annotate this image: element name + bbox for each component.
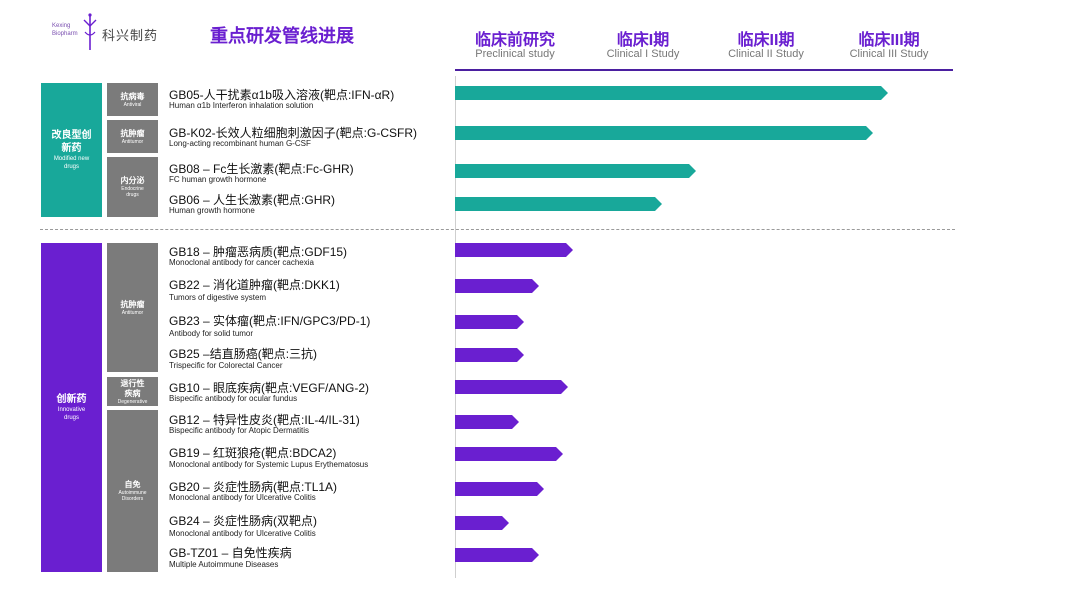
pipeline-title-gb24: GB24 – 炎症性肠病(双靶点) <box>169 514 318 528</box>
subcategory-endocrine: 内分泌 Endocrine drugs <box>107 157 158 217</box>
pipeline-subtitle-gb24: Monoclonal antibody for Ulcerative Colit… <box>169 529 316 538</box>
subcategory-label-cn: 抗肿瘤 <box>120 299 145 309</box>
pipeline-bar-gb19 <box>455 447 563 461</box>
pipeline-subtitle-gb18: Monoclonal antibody for cancer cachexia <box>169 258 314 267</box>
subcategory-label-cn: 抗病毒 <box>120 91 145 101</box>
pipeline-subtitle-gb23: Antibody for solid tumor <box>169 329 254 338</box>
page-title: 重点研发管线进展 <box>210 26 354 46</box>
subcategory-label-en: Endocrine drugs <box>121 186 144 198</box>
pipeline-subtitle-gb10: Bispecific antibody for ocular fundus <box>169 394 298 403</box>
group-label-en: Modified new drugs <box>53 156 90 170</box>
subcategory-antiviral: 抗病毒 Antiviral <box>107 83 158 116</box>
pipeline-bar-gb10 <box>455 380 568 394</box>
pipeline-subtitle-gb05: Human α1b Interferon inhalation solution <box>169 101 314 110</box>
pipeline-title-gb10: GB10 – 眼底疾病(靶点:VEGF/ANG-2) <box>169 381 370 395</box>
pipeline-bar-gb05 <box>455 86 888 100</box>
section-divider <box>40 229 955 230</box>
header-rule <box>455 69 953 71</box>
pipeline-title-gb20: GB20 – 炎症性肠病(靶点:TL1A) <box>169 480 338 494</box>
pipeline-subtitle-gbtz01: Multiple Autoimmune Diseases <box>169 560 279 569</box>
pipeline-title-gb25: GB25 –结直肠癌(靶点:三抗) <box>169 347 318 361</box>
pipeline-subtitle-gb08: FC human growth hormone <box>169 175 267 184</box>
phase-sub-preclinical: Preclinical study <box>475 48 555 60</box>
subcategory-autoimmune: 自免 Autoimmune Disorders <box>107 410 158 572</box>
pipeline-bar-gb18 <box>455 243 573 257</box>
pipeline-title-gb18: GB18 – 肿瘤恶病质(靶点:GDF15) <box>169 245 348 259</box>
phase-sub-clinical-1: Clinical I Study <box>606 48 680 60</box>
pipeline-bar-gbk02 <box>455 126 873 140</box>
subcategory-degenerative: 退行性疾病 Degenerative <box>107 377 158 406</box>
phase-sub-clinical-2: Clinical II Study <box>728 48 804 60</box>
logo-english: Kexing Biopharm <box>52 22 78 38</box>
pipeline-bar-gb08 <box>455 164 696 178</box>
company-logo: Kexing Biopharm 科兴制药 <box>52 12 172 52</box>
subcategory-label-cn: 自免 <box>124 480 141 489</box>
pipeline-title-gb23: GB23 – 实体瘤(靶点:IFN/GPC3/PD-1) <box>169 314 371 328</box>
pipeline-title-gb08: GB08 – Fc生长激素(靶点:Fc-GHR) <box>169 162 354 176</box>
subcategory-label-cn: 退行性疾病 <box>120 378 145 398</box>
subcategory-label-en: Antiviral <box>123 101 142 108</box>
logo-mark-icon <box>83 13 97 50</box>
pipeline-subtitle-gb06: Human growth hormone <box>169 206 255 215</box>
phase-header-clinical-2: 临床II期 <box>737 32 795 49</box>
pipeline-title-gb19: GB19 – 红斑狼疮(靶点:BDCA2) <box>169 446 337 460</box>
group-label-en: Innovative drugs <box>57 407 86 421</box>
phase-sub-clinical-3: Clinical III Study <box>849 48 929 60</box>
group-label-cn: 创新药 <box>56 394 87 405</box>
group-label-cn: 改良型创新药 <box>51 130 92 154</box>
subcategory-label-en: Degenerative <box>117 398 148 405</box>
pipeline-title-gbtz01: GB-TZ01 – 自免性疾病 <box>169 546 292 560</box>
pipeline-bar-gb12 <box>455 415 519 429</box>
subcategory-label-cn: 内分泌 <box>120 176 145 185</box>
phase-header-clinical-3: 临床III期 <box>858 32 920 49</box>
pipeline-bar-gb24 <box>455 516 509 530</box>
group-innovative-drugs: 创新药 Innovative drugs <box>41 243 102 572</box>
logo-english-line2: Biopharm <box>52 31 78 37</box>
pipeline-title-gb12: GB12 – 特异性皮炎(靶点:IL-4/IL-31) <box>169 413 360 427</box>
pipeline-bar-gb25 <box>455 348 524 362</box>
pipeline-subtitle-gb25: Trispecific for Colorectal Cancer <box>169 361 283 370</box>
pipeline-subtitle-gb22: Tumors of digestive system <box>169 293 267 302</box>
pipeline-bar-gb06 <box>455 197 662 211</box>
pipeline-subtitle-gb20: Monoclonal antibody for Ulcerative Colit… <box>169 493 316 502</box>
subcategory-label-cn: 抗肿瘤 <box>120 128 145 138</box>
pipeline-title-gbk02: GB-K02-长效人粒细胞刺激因子(靶点:G-CSFR) <box>169 126 418 140</box>
subcategory-label-en: Antitumor <box>121 309 144 316</box>
pipeline-bar-gb22 <box>455 279 539 293</box>
pipeline-title-gb05: GB05-人干扰素α1b吸入溶液(靶点:IFN-αR) <box>169 88 395 102</box>
subcategory-antitumor-innovative: 抗肿瘤 Antitumor <box>107 243 158 372</box>
logo-english-line1: Kexing <box>52 23 71 29</box>
phase-header-clinical-1: 临床I期 <box>616 32 670 49</box>
subcategory-label-en: Autoimmune Disorders <box>118 490 147 502</box>
pipeline-subtitle-gbk02: Long-acting recombinant human G-CSF <box>169 139 311 148</box>
subcategory-antitumor-modified: 抗肿瘤 Antitumor <box>107 120 158 153</box>
group-modified-new-drugs: 改良型创新药 Modified new drugs <box>41 83 102 217</box>
pipeline-subtitle-gb19: Monoclonal antibody for Systemic Lupus E… <box>169 460 369 469</box>
phase-header-preclinical: 临床前研究 <box>474 32 555 49</box>
pipeline-bar-gb20 <box>455 482 544 496</box>
pipeline-title-gb06: GB06 – 人生长激素(靶点:GHR) <box>169 193 336 207</box>
pipeline-title-gb22: GB22 – 消化道肿瘤(靶点:DKK1) <box>169 278 340 292</box>
pipeline-bar-gbtz01 <box>455 548 539 562</box>
logo-chinese-name: 科兴制药 <box>102 28 159 43</box>
pipeline-bar-gb23 <box>455 315 524 329</box>
subcategory-label-en: Antitumor <box>121 138 144 145</box>
pipeline-subtitle-gb12: Bispecific antibody for Atopic Dermatiti… <box>169 426 310 435</box>
